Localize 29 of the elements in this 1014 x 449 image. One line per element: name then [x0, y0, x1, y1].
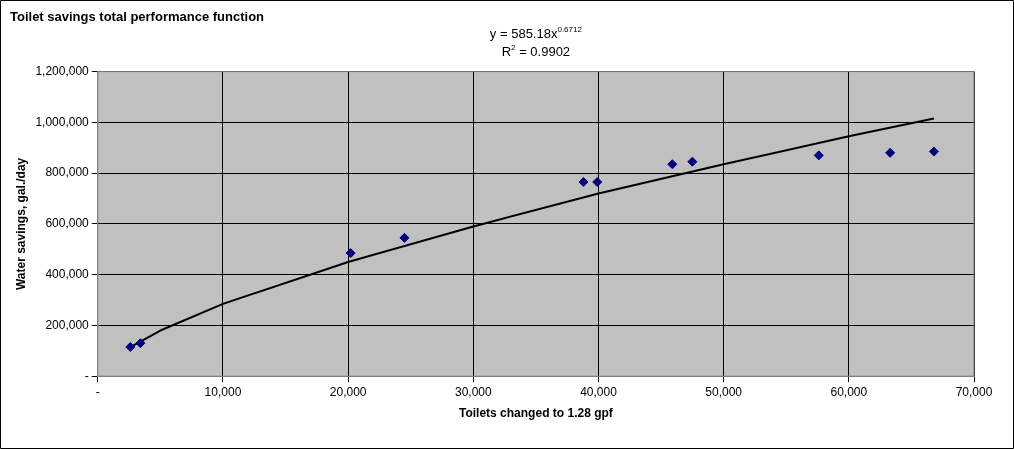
point: [345, 248, 356, 259]
point: [135, 338, 146, 349]
x-tick-label: 70,000: [955, 384, 993, 399]
point: [592, 177, 603, 188]
y-tick-label: 1,000,000: [35, 114, 90, 129]
y-tick-label: 800,000: [45, 165, 90, 180]
point: [578, 177, 589, 188]
point: [399, 232, 410, 243]
point: [928, 146, 939, 157]
y-axis-title: Water savings, gal./day: [13, 157, 28, 291]
point: [125, 342, 136, 353]
y-tick-label: -: [84, 368, 89, 383]
x-tick-label: 10,000: [204, 384, 242, 399]
y-tick-label: 600,000: [45, 216, 90, 231]
point: [813, 150, 824, 161]
x-tick-label: 50,000: [705, 384, 743, 399]
chart-title: Toilet savings total performance function: [10, 9, 265, 25]
y-tick-label: 400,000: [45, 266, 90, 281]
point: [687, 156, 698, 167]
y-tick-label: 200,000: [45, 317, 90, 332]
point: [667, 159, 678, 170]
x-tick-label: -: [95, 384, 100, 399]
x-tick-label: 40,000: [580, 384, 618, 399]
y-tick-label: 1,200,000: [35, 63, 90, 78]
x-axis-title: Toilets changed to 1.28 gpf: [458, 406, 614, 421]
x-tick-label: 60,000: [830, 384, 868, 399]
x-tick-label: 30,000: [454, 384, 492, 399]
x-tick-label: 20,000: [329, 384, 367, 399]
point: [885, 147, 896, 158]
